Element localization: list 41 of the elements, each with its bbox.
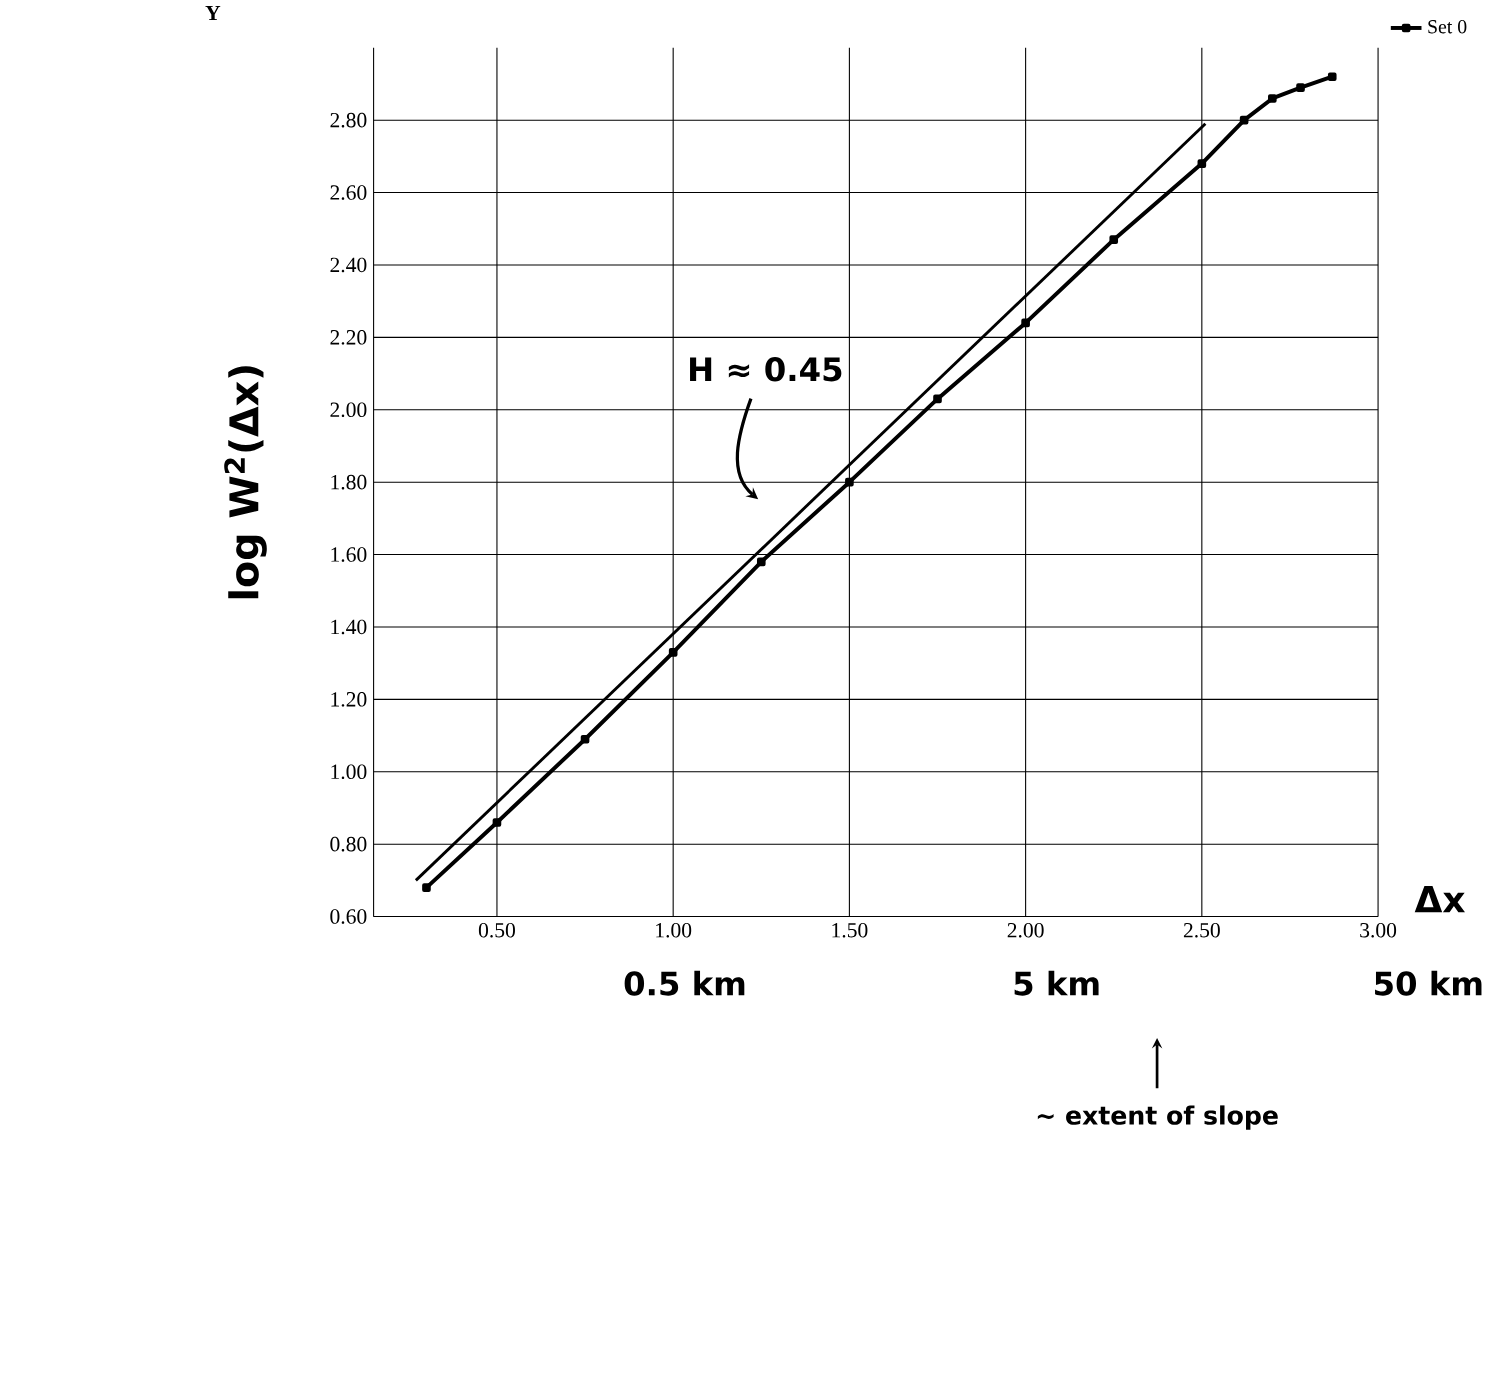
text: Y: [205, 6, 221, 21]
y-axis-title: log W$^{2}$(Δx): [224, 366, 267, 599]
y-tick-label: 2.40: [330, 257, 367, 273]
x-tick-label: 3.00: [1360, 923, 1397, 938]
text: 50 km: [1375, 970, 1482, 996]
point: [668, 648, 678, 657]
x-tick-label: 2.00: [1007, 923, 1044, 938]
point: [492, 818, 502, 827]
annotation: H ≈ 0.45: [690, 357, 842, 382]
y-tick-label: 1.00: [331, 764, 367, 780]
y-tick-label: 2.60: [330, 185, 367, 200]
point: [422, 883, 431, 893]
y-tick-label: 0.60: [330, 909, 367, 924]
x-axis-title: Δx: [1414, 886, 1465, 913]
y-tick-label: 2.20: [330, 330, 367, 345]
x-tick-label: 0.50: [478, 923, 515, 938]
text: ~ extent of slope: [1037, 1105, 1278, 1130]
y-tick-label: 2.00: [330, 402, 367, 418]
legend-label: Set 0: [1428, 20, 1467, 34]
point: [1021, 318, 1030, 328]
text: 0.5 km: [624, 970, 745, 996]
point: [1109, 235, 1119, 245]
text: 5 km: [1014, 970, 1099, 996]
y-tick-label: 1.60: [331, 547, 367, 562]
y-tick-label: 1.20: [331, 692, 367, 707]
x-tick-label: 1.00: [656, 923, 692, 938]
point: [1268, 94, 1277, 103]
point: [580, 734, 590, 744]
point: [845, 477, 854, 487]
point: [1239, 115, 1249, 125]
point: [756, 557, 766, 567]
point: [1197, 159, 1207, 169]
y-tick-label: 2.80: [330, 112, 367, 128]
point: [933, 394, 942, 404]
point: [1327, 72, 1337, 82]
y-tick-label: 1.80: [331, 474, 367, 490]
point: [1296, 83, 1305, 92]
x-tick-label: 2.50: [1183, 923, 1220, 938]
y-tick-label: 1.40: [331, 619, 367, 635]
y-tick-label: 0.80: [330, 836, 367, 852]
x-tick-label: 1.50: [832, 923, 868, 938]
